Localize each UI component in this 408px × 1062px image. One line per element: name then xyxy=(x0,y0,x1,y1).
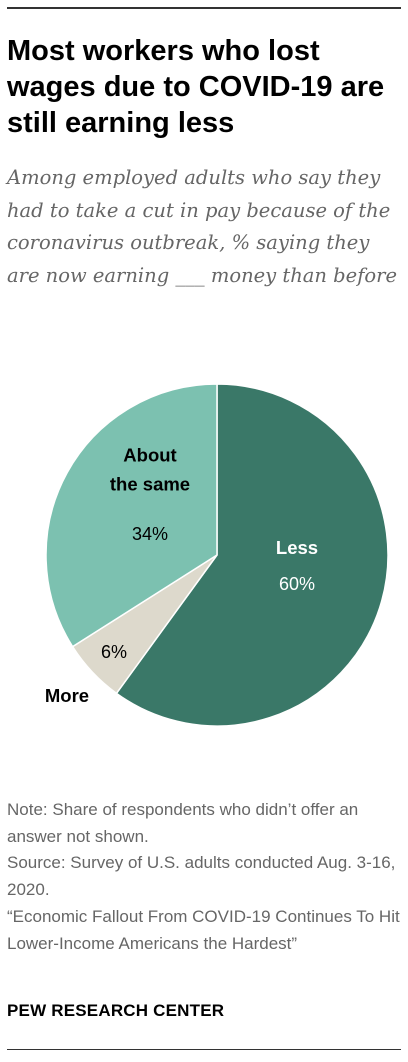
report-title: “Economic Fallout From COVID-19 Continue… xyxy=(7,906,400,953)
source-text: Source: Survey of U.S. adults conducted … xyxy=(7,853,396,900)
pie-slice-about-the-same xyxy=(45,383,218,648)
note-text: Note: Share of respondents who didn’t of… xyxy=(7,800,359,846)
notes-block: Note: Share of respondents who didn’t of… xyxy=(7,797,405,957)
chart-title: Most workers who lost wages due to COVID… xyxy=(7,35,385,139)
chart-subtitle: Among employed adults who say they had t… xyxy=(7,166,398,287)
brand-name: PEW RESEARCH CENTER xyxy=(7,1001,225,1020)
pie-slice-less xyxy=(115,383,389,727)
slice-value-more: 6% xyxy=(101,642,127,662)
slice-value-about-the-same: 34% xyxy=(132,524,168,544)
top-rule xyxy=(7,7,401,9)
slice-label-less: Less xyxy=(276,537,318,558)
slice-label-about-the-same: About the same xyxy=(110,445,190,495)
slice-label-more: More xyxy=(45,685,89,706)
slice-value-less: 60% xyxy=(279,574,315,594)
bottom-rule xyxy=(7,1049,401,1050)
pie-chart: Less 60% More 6% About the same 34% xyxy=(45,383,389,727)
